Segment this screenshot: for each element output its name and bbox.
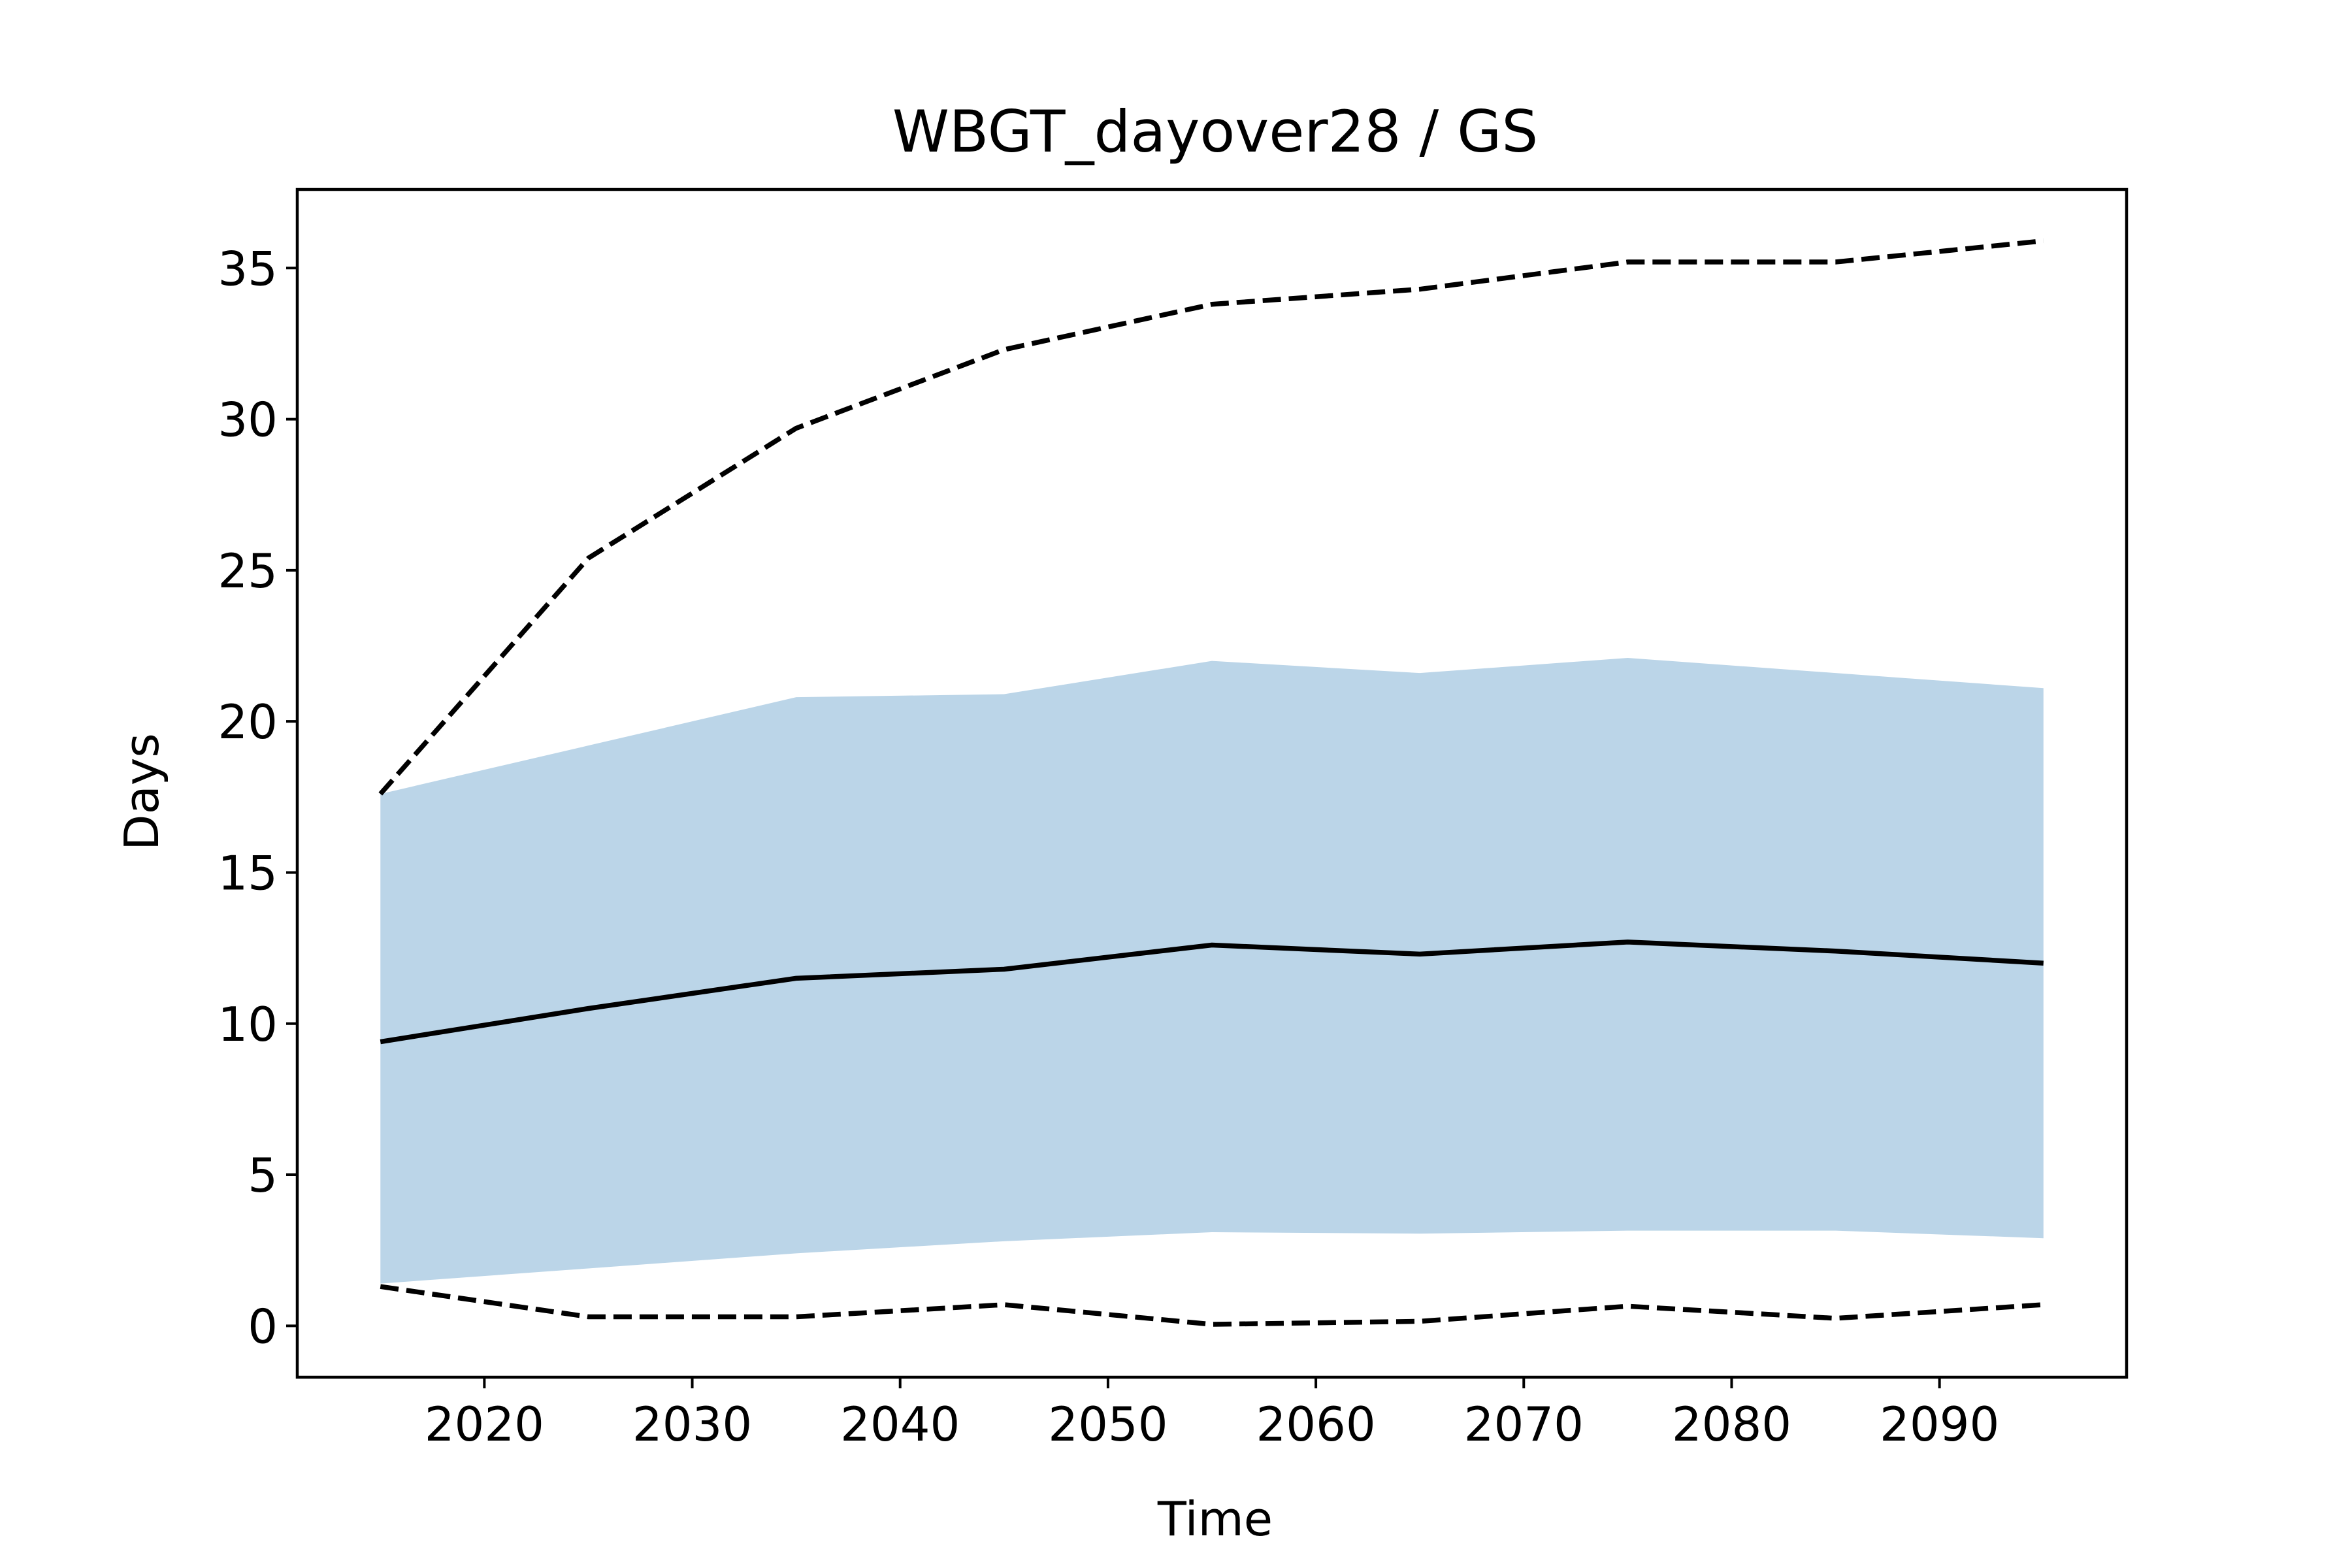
y-tick-label: 0 (248, 1299, 278, 1354)
plot-frame (295, 188, 2129, 1379)
x-tick-label: 2030 (632, 1397, 752, 1452)
series-line-median (380, 939, 2044, 1045)
x-axis-label: Time (1157, 1492, 1273, 1546)
tick-layer: 2020 2030 2040 2050 2060 2070 2080 209005101520… (218, 241, 1999, 1452)
y-tick-label: 10 (218, 997, 278, 1052)
series-line-min (380, 1284, 2044, 1327)
chart-title: WBGT_dayover28 / GS (892, 98, 1538, 165)
y-tick-label: 35 (218, 241, 278, 296)
y-tick-label: 5 (248, 1148, 278, 1203)
line-layer (378, 238, 2044, 1327)
x-tick-label: 2050 (1048, 1397, 1168, 1452)
y-axis-label: Days (114, 733, 169, 851)
x-tick-label: 2040 (840, 1397, 960, 1452)
series-line-max (378, 238, 2044, 796)
uncertainty-band (380, 658, 2044, 1284)
x-tick-label: 2090 (1880, 1397, 1999, 1452)
y-tick-label: 25 (218, 544, 278, 598)
x-tick-label: 2060 (1256, 1397, 1375, 1452)
y-tick-label: 20 (218, 694, 278, 749)
x-tick-label: 2080 (1672, 1397, 1791, 1452)
y-tick-label: 30 (218, 393, 278, 448)
x-tick-label: 2020 (425, 1397, 544, 1452)
band-layer (380, 658, 2044, 1284)
x-tick-label: 2070 (1464, 1397, 1584, 1452)
y-tick-label: 15 (218, 845, 278, 900)
